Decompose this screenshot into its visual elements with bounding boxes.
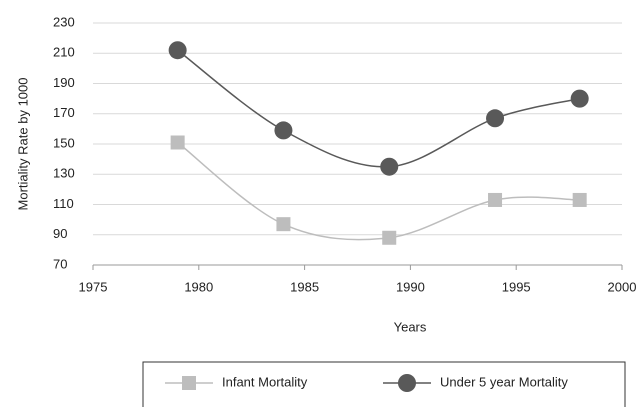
legend-label: Infant Mortality: [222, 374, 308, 389]
y-tick-label: 110: [53, 196, 74, 211]
legend-marker: [182, 376, 196, 390]
point: [486, 109, 505, 128]
legend-box: [142, 361, 626, 407]
x-tick-label: 1975: [79, 279, 108, 294]
point: [274, 121, 293, 140]
x-tick-label: 1985: [290, 279, 319, 294]
line: [177, 49, 580, 168]
line: [177, 141, 580, 241]
y-tick-label: 90: [53, 226, 67, 241]
y-tick-label: 190: [53, 75, 75, 90]
legend-label: Under 5 year Mortality: [440, 374, 568, 389]
point: [382, 230, 397, 245]
y-tick-label: 70: [53, 256, 67, 271]
y-axis-label: Mortiality Rate by 1000: [15, 78, 30, 211]
y-tick-label: 210: [53, 45, 75, 60]
x-tick-label: 1995: [502, 279, 531, 294]
y-tick-label: 130: [53, 166, 75, 181]
x-axis-label: Years: [394, 319, 427, 334]
y-tick-label: 230: [53, 14, 75, 29]
point: [168, 41, 187, 60]
point: [380, 157, 399, 176]
x-tick-label: 1990: [396, 279, 425, 294]
y-tick-label: 150: [53, 135, 75, 150]
point: [570, 89, 589, 108]
legend-marker: [398, 374, 416, 392]
x-tick-label: 1980: [184, 279, 213, 294]
point: [170, 135, 185, 150]
point: [488, 192, 503, 207]
point: [572, 192, 587, 207]
x-tick-label: 2000: [608, 279, 637, 294]
point: [276, 217, 291, 232]
y-tick-label: 170: [53, 105, 75, 120]
